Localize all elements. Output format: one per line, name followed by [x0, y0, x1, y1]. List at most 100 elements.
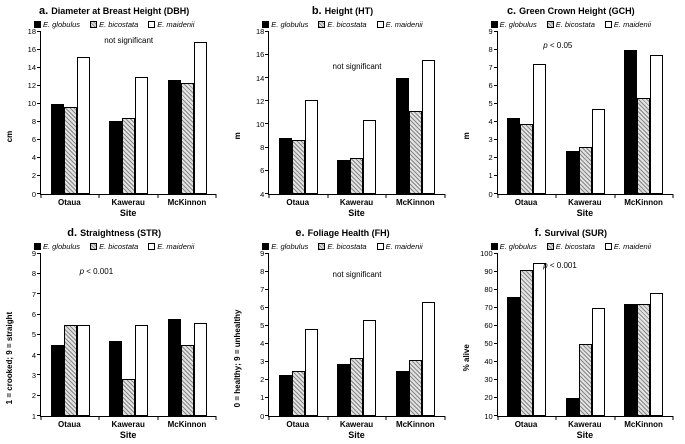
y-tick-label: 1 [31, 411, 36, 421]
bar-open [76, 56, 90, 194]
bar-open [193, 322, 207, 416]
plot-wrap: 1 2 3 4 5 6 7 8 9 p < 0.001 Otaua Kawerau McKinnon Si… [32, 250, 217, 440]
y-tick-mark [265, 415, 270, 416]
x-tick-mark [614, 416, 616, 420]
bar-solid [507, 296, 521, 416]
legend-item: E. maidenii [376, 21, 423, 29]
bar-open [76, 324, 90, 416]
y-tick-mark [37, 30, 41, 32]
y-tick-mark [493, 270, 498, 272]
y-tick-label: 30 [484, 375, 493, 385]
bar-hatch [578, 343, 592, 416]
panel-e: e. Foliage Health (FH) E. globulus E. bico… [228, 222, 456, 444]
y-tick-label: 8 [31, 117, 36, 127]
bar-hatch [637, 98, 651, 194]
legend-swatch-open [376, 243, 384, 251]
y-tick-mark [265, 100, 270, 102]
y-tick-mark [265, 193, 270, 194]
x-tick-labels: Otaua Kawerau McKinnon [497, 420, 673, 429]
bar-open [135, 76, 149, 194]
y-tick-mark [493, 342, 498, 344]
bar-solid [624, 49, 638, 194]
bar-groups [269, 32, 444, 194]
legend-swatch-open [148, 21, 156, 29]
bar-solid [337, 363, 351, 416]
y-tick-mark [493, 66, 498, 68]
y-tick-label: 0 [31, 189, 36, 199]
legend-item: E. bicostata [546, 243, 595, 251]
panel-title-text: Survival (SUR) [544, 228, 607, 238]
bar-group [269, 254, 327, 416]
y-tick-mark [37, 84, 41, 86]
category-label: McKinnon [624, 198, 663, 207]
chart-body: m 4 6 8 10 12 14 16 18 not significant Otaua Kawera… [233, 28, 450, 218]
y-tick-mark [265, 396, 270, 398]
y-tick-label: 4 [31, 153, 36, 163]
legend-item: E. globulus [490, 243, 537, 251]
x-tick-mark [555, 194, 557, 198]
y-tick-label: 2 [488, 153, 493, 163]
legend-swatch-solid [33, 21, 41, 29]
legend-label: E. globulus [499, 20, 537, 30]
y-tick-mark [37, 394, 41, 396]
legend-label: E. globulus [42, 20, 81, 30]
bar-solid [624, 304, 638, 416]
panel-title-text: Straightness (STR) [80, 228, 162, 238]
x-tick-labels: Otaua Kawerau McKinnon [40, 198, 216, 207]
x-tick-mark [672, 416, 674, 420]
bar-group [615, 32, 673, 194]
x-tick-mark [98, 416, 100, 420]
x-tick-mark [268, 194, 270, 198]
bar-hatch [408, 360, 422, 416]
panel-title: e. Foliage Health (FH) [234, 227, 450, 240]
category-label: Kawerau [339, 198, 374, 207]
y-tick-label: 100 [480, 248, 493, 258]
legend-swatch-open [376, 21, 384, 29]
bar-open [650, 55, 664, 194]
y-tick-label: 6 [260, 303, 265, 313]
y-tick-mark [37, 174, 41, 176]
category-label: Kawerau [111, 420, 145, 429]
bar-group [556, 254, 614, 416]
legend: E. globulus E. bicostata E. maidenii [6, 243, 222, 251]
panel-title-text: Foliage Health (FH) [307, 228, 390, 238]
bar-hatch [122, 379, 136, 416]
y-tick-label: 8 [260, 142, 265, 152]
plot-wrap: 0 1 2 3 4 5 6 7 8 9 not significant Otaua Kawerau McK… [260, 250, 446, 440]
category-label: McKinnon [395, 198, 435, 207]
bar-hatch [63, 324, 77, 416]
significance-annotation: not significant [332, 269, 382, 279]
bar-groups [498, 32, 673, 194]
x-tick-mark [268, 416, 270, 420]
legend-swatch-open [604, 243, 612, 251]
plot-wrap: 4 6 8 10 12 14 16 18 not significant Otaua Kawerau… [256, 28, 446, 218]
category-label: Otaua [58, 420, 81, 429]
bar-hatch [578, 147, 592, 194]
bar-hatch [520, 123, 534, 194]
panel-title: c. Green Crown Height (GCH) [463, 5, 679, 18]
y-tick-label: 9 [31, 248, 36, 258]
bar-open [305, 329, 319, 416]
y-tick-mark [265, 77, 270, 79]
y-tick-mark [493, 306, 498, 308]
bar-solid [167, 80, 181, 194]
bar-hatch [408, 110, 422, 194]
significance-annotation: not significant [104, 35, 154, 45]
bar-group [556, 32, 614, 194]
bar-group [41, 254, 99, 416]
legend: E. globulus E. bicostata E. maidenii [234, 243, 450, 251]
bar-group [386, 32, 444, 194]
bar-groups [498, 254, 673, 416]
x-tick-mark [215, 194, 217, 198]
bar-solid [279, 374, 293, 416]
y-tick-mark [37, 120, 41, 122]
bar-open [421, 59, 435, 194]
bar-solid [337, 160, 351, 194]
bar-hatch [63, 107, 77, 194]
legend-swatch-solid [490, 21, 498, 29]
y-tick-mark [37, 252, 41, 254]
legend: E. globulus E. bicostata E. maidenii [6, 21, 222, 29]
x-tick-mark [40, 416, 42, 420]
bar-hatch [180, 345, 194, 416]
y-tick-label: 2 [31, 171, 36, 181]
